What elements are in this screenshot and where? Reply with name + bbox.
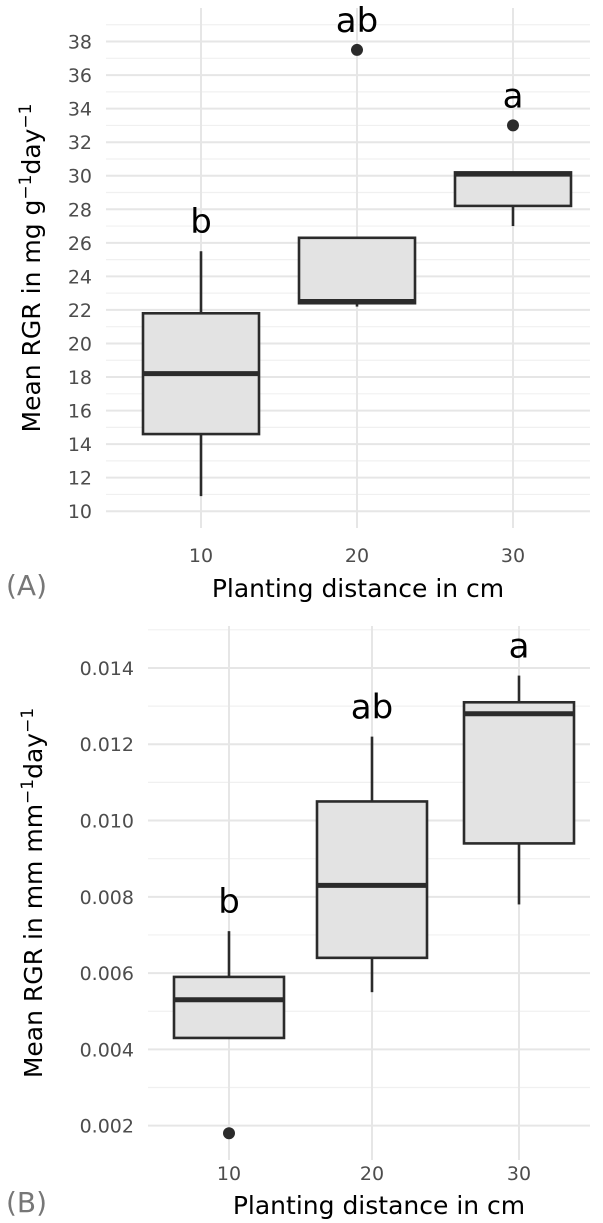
outlier-point <box>223 1127 235 1140</box>
iqr-box <box>453 171 573 208</box>
y-tick-label: 12 <box>68 468 92 490</box>
y-axis-title-main: Mean RGR in mm mm <box>19 804 48 1078</box>
y-tick-label: 30 <box>68 166 92 188</box>
y-tick-label: 18 <box>68 367 92 389</box>
y-tick-label: 38 <box>68 32 92 54</box>
iqr-box <box>462 700 576 845</box>
chart-panel-b: 0.002 0.004 0.006 0.008 0.010 0.012 0.014 10 20 3… <box>6 626 590 1220</box>
y-axis-title: Mean RGR in mg g−1day−1 <box>16 103 46 432</box>
y-tick-label: 20 <box>68 333 92 355</box>
y-tick-label: 32 <box>68 132 92 154</box>
x-tick-label: 10 <box>189 545 213 567</box>
iqr-box <box>172 975 286 1040</box>
x-tick-label: 20 <box>345 545 369 567</box>
y-tick-label: 0.002 <box>80 1116 134 1138</box>
x-axis-title: Planting distance in cm <box>233 1191 525 1220</box>
y-axis-title-unit: day <box>19 733 48 779</box>
y-tick-label: 0.004 <box>80 1039 134 1061</box>
y-tick-label: 0.006 <box>80 963 134 985</box>
y-tick-label: 0.010 <box>80 811 134 833</box>
panel-label: (B) <box>6 1186 47 1219</box>
y-tick-label: 0.012 <box>80 734 134 756</box>
x-tick-label: 10 <box>217 1163 241 1185</box>
significance-letter: ab <box>351 688 393 728</box>
y-tick-label: 24 <box>68 266 92 288</box>
x-axis-title: Planting distance in cm <box>212 574 504 603</box>
y-tick-label: 14 <box>68 434 92 456</box>
significance-letter: b <box>218 882 240 922</box>
y-tick-label: 26 <box>68 233 92 255</box>
x-tick-label: 30 <box>501 545 525 567</box>
significance-letter: a <box>503 76 524 116</box>
significance-letter: ab <box>336 1 378 41</box>
outlier-point <box>351 43 363 56</box>
y-axis-title-sup: −1 <box>18 708 38 733</box>
y-axis-title-main: Mean RGR in mg g <box>17 200 46 433</box>
y-tick-label: 22 <box>68 300 92 322</box>
y-tick-label: 0.008 <box>80 887 134 909</box>
y-tick-label: 10 <box>68 501 92 523</box>
box-10: b <box>141 202 261 497</box>
y-axis-title-sup: −1 <box>16 103 36 128</box>
box-20: ab <box>297 1 417 307</box>
y-tick-label: 34 <box>68 99 92 121</box>
y-tick-label: 36 <box>68 65 92 87</box>
x-tick-label: 20 <box>360 1163 384 1185</box>
y-tick-label: 28 <box>68 199 92 221</box>
iqr-box <box>315 800 429 960</box>
x-tick-label: 30 <box>507 1163 531 1185</box>
y-axis-title: Mean RGR in mm mm−1day−1 <box>18 708 48 1078</box>
significance-letter: a <box>509 627 530 667</box>
iqr-box <box>297 236 417 305</box>
y-axis-title-sup: −1 <box>18 779 38 804</box>
significance-letter: b <box>190 202 212 242</box>
chart-panel-a: 10 12 14 16 18 20 22 24 26 28 30 32 34 36 38 10 20 30 b ab a… <box>6 1 590 603</box>
y-tick-label: 16 <box>68 401 92 423</box>
panel-label: (A) <box>6 569 47 602</box>
box-20: ab <box>315 688 429 993</box>
box-30: a <box>462 627 576 905</box>
box-30: a <box>453 76 573 227</box>
outlier-point <box>507 119 519 132</box>
y-axis-title-sup: −1 <box>16 175 36 200</box>
y-tick-label: 0.014 <box>80 658 134 680</box>
y-axis-title-unit: day <box>17 128 46 174</box>
box-10: b <box>172 882 286 1140</box>
